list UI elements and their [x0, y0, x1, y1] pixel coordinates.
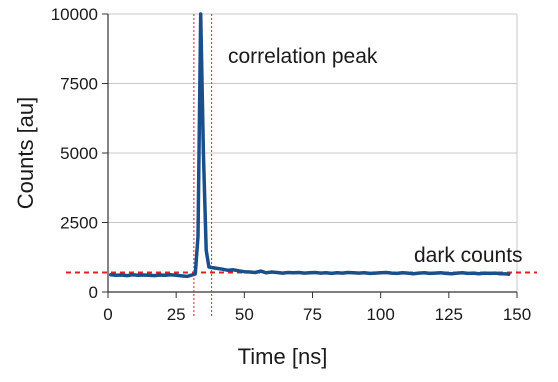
y-tick-label: 0 — [89, 283, 98, 302]
x-tick-label: 150 — [503, 305, 531, 324]
y-tick-label: 10000 — [51, 5, 98, 24]
axes: 0 25 50 75 100 125 150 0 2500 5000 7500 10000 — [51, 5, 531, 324]
dark-counts-annotation: dark counts — [414, 244, 523, 267]
x-axis-title: Time [ns] — [238, 344, 328, 369]
x-tick-label: 0 — [103, 305, 112, 324]
x-tick-label: 100 — [366, 305, 394, 324]
series-line — [108, 12, 511, 279]
series-layer — [108, 12, 511, 279]
x-tick-label: 50 — [235, 305, 254, 324]
x-tick-label: 125 — [435, 305, 463, 324]
y-tick-label: 7500 — [60, 75, 98, 94]
y-tick-label: 5000 — [60, 144, 98, 163]
x-tick-label: 25 — [167, 305, 186, 324]
x-tick-label: 75 — [303, 305, 322, 324]
correlation-peak-annotation: correlation peak — [228, 45, 378, 68]
labels: correlation peak dark counts Time [ns] C… — [13, 45, 523, 369]
y-axis-title: Counts [au] — [13, 97, 38, 210]
gridlines — [108, 13, 518, 292]
y-tick-label: 2500 — [60, 214, 98, 233]
